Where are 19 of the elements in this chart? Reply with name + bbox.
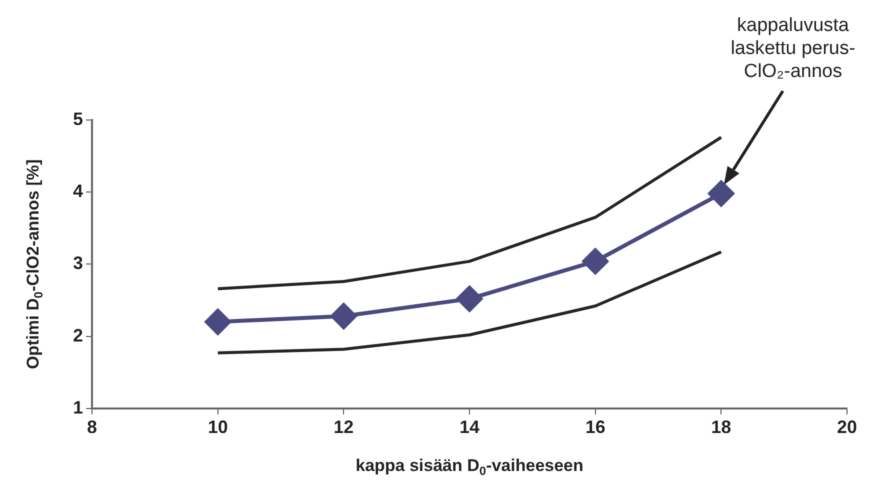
text: kappaluvusta laskettu perus-ClO₂-annos [730,15,856,82]
x-tick-label: 12 [334,417,354,438]
y-tick-label: 4 [72,181,84,202]
y-tick-label: 1 [72,397,84,418]
point [330,303,357,330]
y-axis-title: Optimi D0-ClO2-annos [%] [24,159,46,370]
x-tick-label: 10 [208,417,228,438]
point [708,180,734,207]
x-tick-label: 16 [585,417,606,438]
x-tick-label: 18 [711,417,732,438]
y-tick-label: 3 [72,253,84,274]
x-tick-label: 20 [836,417,858,438]
x-tick-label: 8 [87,417,98,438]
point [582,248,608,274]
point [204,308,231,335]
point [456,286,483,312]
y-tick-label: 2 [72,325,84,346]
y-tick-label: 5 [72,108,84,129]
x-tick-label: 14 [459,417,480,438]
